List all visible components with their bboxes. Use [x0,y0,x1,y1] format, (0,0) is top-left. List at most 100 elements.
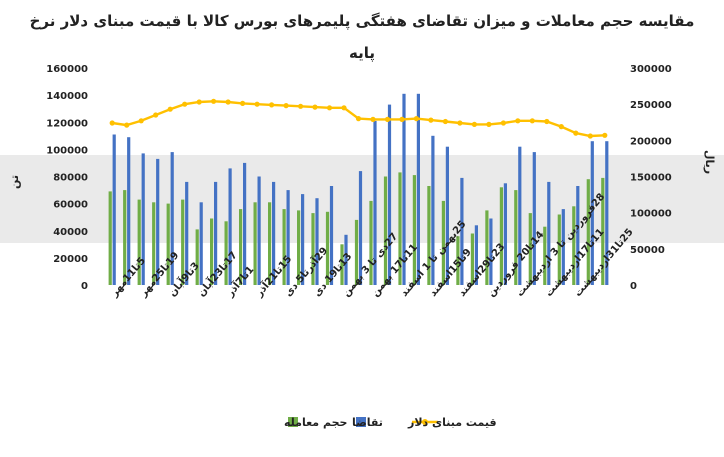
right-tick-label: 200000 [630,136,672,147]
price-point-24 [457,120,463,126]
price-point-15 [326,105,333,111]
bar-volume-25 [470,233,474,285]
bar-volume-19 [383,176,388,285]
price-point-2 [138,118,144,124]
bar-demand-5 [185,181,189,285]
bar-demand-23 [445,146,449,285]
bar-volume-7 [210,218,214,285]
bar-volume-8 [224,221,228,285]
bar-volume-3 [152,202,156,285]
price-point-25 [471,121,477,127]
left-tick-label: 100000 [46,145,88,156]
bar-demand-3 [156,158,160,285]
legend-label-demand: تقاضا [352,416,383,429]
bar-demand-0 [112,134,116,285]
chart-title-line2: پایه [349,44,375,63]
bar-demand-2 [141,153,145,285]
price-point-20 [399,116,405,122]
plot-area [108,93,609,286]
bar-demand-13 [301,194,305,285]
right-axis-ticks: 0 50000 100000 150000 200000 250000 300000 [630,64,672,292]
bar-demand-21 [416,93,420,285]
bar-demand-7 [214,181,218,285]
bar-volume-2 [137,199,141,285]
bar-volume-22 [427,186,431,285]
left-axis-ticks: 0 20000 40000 60000 80000 100000 120000 140000 1… [46,64,88,292]
bar-demand-12 [286,190,290,285]
bar-volume-4 [166,203,170,285]
right-tick-label: 50000 [630,245,665,256]
price-point-27 [500,120,506,126]
left-tick-label: 0 [81,281,88,292]
bar-volume-34 [601,177,605,285]
price-point-10 [254,101,260,107]
price-point-5 [182,101,188,107]
bar-volume-14 [311,213,315,285]
bar-volume-32 [572,206,576,285]
bar-demand-9 [243,162,247,285]
bar-demand-31 [561,209,565,285]
left-tick-label: 160000 [46,64,88,75]
bar-volume-9 [239,209,243,285]
bar-demand-14 [315,198,319,285]
bar-demand-26 [489,218,493,285]
bar-volume-17 [354,219,359,285]
right-tick-label: 150000 [630,173,672,184]
right-axis-title: ریال [703,150,716,174]
legend: حجم معامله تقاضا قیمت مبنای دلار [284,416,497,429]
price-point-29 [529,118,535,124]
legend-swatch-demand [356,417,366,427]
bar-demand-32 [576,186,580,285]
bar-demand-30 [547,181,551,285]
bar-volume-5 [181,199,185,285]
left-tick-label: 140000 [46,91,88,102]
bar-volume-26 [485,210,489,285]
legend-label-price: قیمت مبنای دلار [407,416,497,429]
price-point-19 [384,116,391,122]
bar-volume-24 [456,236,460,285]
left-tick-label: 20000 [53,254,88,265]
left-tick-label: 120000 [46,118,88,129]
price-point-1 [124,122,130,128]
bar-volume-29 [528,213,532,285]
bar-volume-30 [543,226,547,285]
bar-volume-0 [108,191,112,285]
price-point-11 [269,102,275,108]
bar-demand-27 [503,183,507,285]
bar-volume-11 [268,202,272,285]
price-point-26 [486,121,492,127]
price-point-12 [283,103,289,109]
bar-volume-31 [557,214,561,285]
bar-demand-16 [344,234,348,285]
bar-demand-34 [605,141,609,285]
price-point-16 [341,105,347,111]
bar-demand-6 [199,202,203,285]
bar-volume-10 [253,202,257,285]
price-point-9 [240,100,246,106]
price-point-8 [225,99,231,105]
bar-volume-16 [340,244,344,285]
price-point-13 [298,103,304,109]
bar-volume-1 [123,190,127,285]
bar-volume-12 [282,209,286,285]
bar-volume-6 [195,229,199,285]
price-point-30 [544,118,550,125]
bar-demand-11 [272,181,276,285]
price-point-28 [515,118,521,124]
bar-demand-18 [373,120,377,286]
bar-volume-23 [441,200,445,285]
price-point-22 [428,117,434,123]
left-tick-label: 60000 [53,200,88,211]
bar-demand-1 [127,137,131,285]
bar-demand-10 [257,176,261,285]
price-point-31 [558,124,564,130]
bar-demand-33 [590,141,594,285]
right-tick-label: 250000 [630,100,672,111]
bar-volume-13 [297,210,301,285]
price-point-14 [312,104,318,110]
bar-demand-29 [532,152,536,285]
price-point-32 [573,130,579,136]
bar-demand-20 [402,93,406,285]
